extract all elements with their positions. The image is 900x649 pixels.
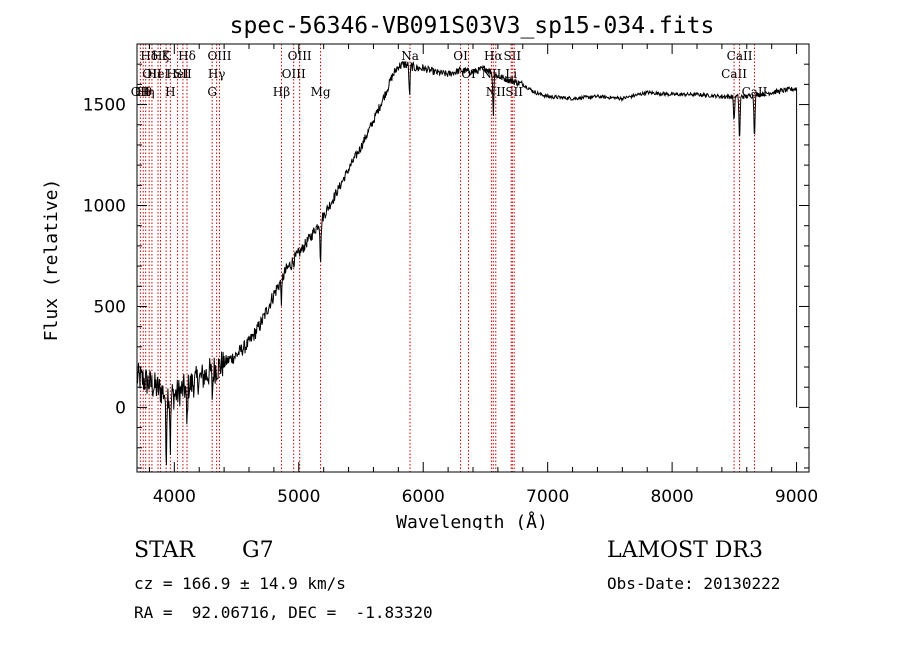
line-marker-label: Hβ [273, 85, 290, 99]
line-marker-label: OIII [288, 49, 312, 63]
line-marker-label: OIII [282, 67, 306, 81]
line-marker-label: Hθ [134, 85, 152, 99]
y-tick-label: 500 [94, 297, 126, 317]
line-marker-label: Na [401, 49, 419, 63]
line-marker-label: OII [131, 85, 151, 99]
x-axis-label: Wavelength (Å) [396, 511, 548, 530]
y-tick-label: 0 [115, 398, 126, 418]
line-marker-label: Hη [137, 85, 155, 99]
y-axis-label: Flux (relative) [41, 179, 62, 342]
line-marker-label: G [207, 85, 217, 99]
survey-label: LAMOST DR3 [607, 538, 763, 563]
x-tick-label: 8000 [650, 487, 693, 507]
plot-frame [136, 43, 810, 473]
spectrum-chart: spec-56346-VB091S03V3_sp15-034.fits OIIH… [41, 13, 818, 530]
x-tick-label: 7000 [526, 487, 569, 507]
line-marker-label: NII [486, 85, 506, 99]
line-marker-label: Hα [484, 49, 503, 63]
line-marker-label: SII [505, 85, 523, 99]
line-marker-label: K [162, 49, 172, 63]
x-tick-label: 9000 [775, 487, 818, 507]
line-marker-label: H [165, 85, 175, 99]
axes-layer: 4000 5000 6000 7000 8000 9000 0 500 1000 1500 [83, 43, 818, 507]
coordinates-readout: RA = 92.06716, DEC = -1.83320 [134, 603, 433, 622]
line-marker-label: Hζ [152, 49, 169, 63]
object-subclass: G7 [242, 538, 274, 563]
spectrum-line [136, 60, 798, 466]
x-tick-label: 4000 [153, 487, 196, 507]
y-tick-label: 1000 [83, 197, 126, 217]
line-marker-label: Mg [311, 85, 331, 99]
obs-date-readout: Obs-Date: 20130222 [607, 574, 781, 593]
line-marker-label: HeI [147, 67, 170, 81]
line-marker-label: SII [174, 67, 192, 81]
line-marker-label: OIII [207, 49, 231, 63]
line-marker-layer: OIIHθHηHδOIIHeIHζKHHeISIIHδGHγOIIIHβOIII… [131, 44, 768, 472]
x-tick-label: 6000 [402, 487, 445, 507]
redshift-readout: cz = 166.9 ± 14.9 km/s [134, 574, 346, 593]
line-marker-label: SII [503, 49, 521, 63]
line-marker-label: Hγ [208, 67, 226, 81]
line-marker-label: OI [453, 49, 468, 63]
line-marker-label: OII [142, 67, 162, 81]
chart-title: spec-56346-VB091S03V3_sp15-034.fits [230, 13, 715, 39]
line-marker-label: CaII [721, 67, 747, 81]
y-tick-label: 1500 [83, 96, 126, 116]
line-marker-label: CaII [727, 49, 753, 63]
line-marker-label: Hδ [178, 49, 196, 63]
object-class: STAR [134, 538, 195, 563]
x-tick-label: 5000 [277, 487, 320, 507]
line-marker-label: Li [505, 67, 517, 81]
line-marker-label: HeI [166, 67, 189, 81]
line-marker-label: Hδ [140, 49, 158, 63]
